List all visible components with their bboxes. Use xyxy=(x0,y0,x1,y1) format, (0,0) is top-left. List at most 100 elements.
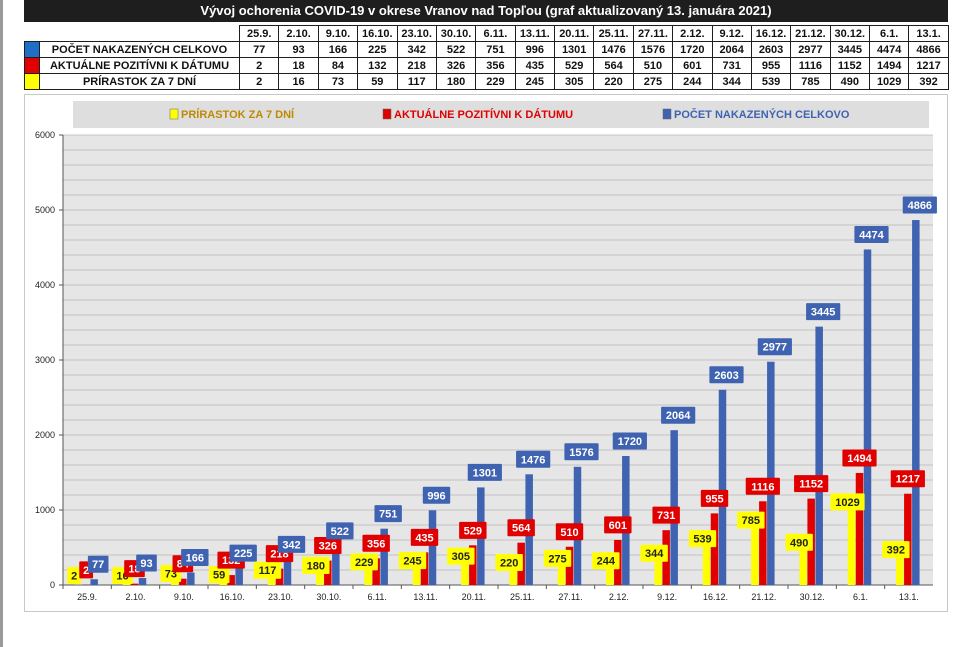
y-tick-label: 0 xyxy=(50,580,55,590)
data-label: 1116 xyxy=(751,481,774,493)
legend-label: POČET NAKAZENÝCH CELKOVO xyxy=(674,108,850,121)
table-cell: 539 xyxy=(750,73,792,90)
table-date-header: 9.12. xyxy=(711,25,752,42)
row-label: AKTUÁLNE POZITÍVNI K DÁTUMU xyxy=(39,57,240,74)
data-label: 1576 xyxy=(569,447,593,459)
data-label: 356 xyxy=(367,538,385,550)
x-tick-label: 16.10. xyxy=(220,592,245,602)
x-tick-label: 2.10. xyxy=(125,592,145,602)
y-tick-label: 6000 xyxy=(35,130,55,140)
table-cell: 4474 xyxy=(868,41,910,58)
bar-total xyxy=(380,528,388,585)
data-label: 117 xyxy=(259,565,277,577)
bar-increment xyxy=(751,526,759,585)
data-label-box xyxy=(495,554,523,571)
bar-active xyxy=(227,575,235,585)
table-cell: 2977 xyxy=(790,41,831,58)
data-label: 1301 xyxy=(473,467,497,479)
data-label-box xyxy=(890,470,925,488)
x-tick-label: 2.12. xyxy=(609,592,629,602)
bar-active xyxy=(710,513,719,585)
data-label: 522 xyxy=(331,526,349,538)
bar-active xyxy=(855,472,864,585)
data-label-box xyxy=(447,547,475,565)
x-tick-label: 9.12. xyxy=(657,592,677,602)
bar-active xyxy=(179,578,187,585)
data-label-box xyxy=(67,567,82,584)
bar-active xyxy=(130,583,139,585)
table-cell: 220 xyxy=(593,73,634,90)
row-label: PRÍRASTOK ZA 7 DNÍ xyxy=(39,73,240,90)
bar-active xyxy=(759,501,767,585)
data-label: 2603 xyxy=(714,370,738,382)
table-cell: 1494 xyxy=(868,57,910,74)
table-cell: 529 xyxy=(553,57,595,74)
data-label-box xyxy=(459,521,487,539)
bar-total xyxy=(235,568,243,585)
bar-active xyxy=(904,493,912,585)
data-label: 510 xyxy=(560,527,578,539)
table-cell: 59 xyxy=(357,73,398,90)
data-label-box xyxy=(854,225,889,243)
data-label: 996 xyxy=(427,490,445,502)
x-tick-label: 6.11. xyxy=(367,592,386,602)
table-date-header: 13.11. xyxy=(514,25,556,42)
bar-increment xyxy=(702,544,711,585)
data-label: 305 xyxy=(452,551,470,563)
data-label-box xyxy=(87,555,109,573)
table-date-header: 25.11. xyxy=(593,25,634,42)
data-label: 539 xyxy=(693,534,711,546)
data-label-box xyxy=(229,544,257,562)
data-label: 1029 xyxy=(835,497,859,509)
table-cell: 490 xyxy=(829,73,871,90)
table-date-header: 30.12. xyxy=(829,25,871,42)
bar-chart: PRÍRASTOK ZA 7 DNÍ AKTUÁLNE POZITÍVNI K D… xyxy=(35,101,937,602)
x-tick-label: 23.10. xyxy=(268,592,293,602)
legend-swatch xyxy=(169,108,179,120)
bar-increment xyxy=(606,566,614,585)
data-label-box xyxy=(467,463,502,481)
table-date-header: 16.12. xyxy=(750,25,792,42)
data-label: 326 xyxy=(319,541,337,553)
window-left-edge xyxy=(0,0,3,647)
table-cell: 344 xyxy=(711,73,752,90)
table-cell: 77 xyxy=(238,41,280,58)
table-cell: 218 xyxy=(396,57,437,74)
bar-total xyxy=(912,220,920,586)
data-label-box xyxy=(604,516,632,534)
bar-increment xyxy=(847,507,856,585)
data-label: 564 xyxy=(512,523,531,535)
data-label: 245 xyxy=(403,556,421,568)
table-cell: 225 xyxy=(357,41,398,58)
table-date-header: 16.10. xyxy=(357,25,398,42)
table-cell: 1217 xyxy=(908,57,949,74)
data-label-box xyxy=(757,338,792,356)
data-label: 275 xyxy=(548,553,566,565)
x-tick-label: 21.12. xyxy=(751,592,776,602)
table-date-header: 13.1. xyxy=(908,25,949,42)
table-cell: 996 xyxy=(514,41,556,58)
table-cell: 229 xyxy=(475,73,516,90)
table-cell: 2064 xyxy=(711,41,752,58)
data-label-box xyxy=(398,552,427,570)
data-label-box xyxy=(652,506,680,524)
bar-increment xyxy=(122,583,131,585)
legend-label: AKTUÁLNE POZITÍVNI K DÁTUMU xyxy=(394,108,573,121)
table-date-header: 27.11. xyxy=(632,25,674,42)
y-tick-label: 2000 xyxy=(35,430,55,440)
table-cell: 392 xyxy=(908,73,949,90)
data-label: 1217 xyxy=(896,474,920,486)
y-tick-label: 3000 xyxy=(35,355,55,365)
table-row: POČET NAKAZENÝCH CELKOVO 77 93 166 225 342 522… xyxy=(24,41,949,58)
data-label-box xyxy=(806,303,841,321)
x-tick-label: 25.11. xyxy=(510,592,534,602)
data-label: 342 xyxy=(282,539,300,551)
series-color-marker xyxy=(24,57,40,74)
data-label: 77 xyxy=(92,559,104,571)
data-label: 1152 xyxy=(799,479,823,491)
data-label-box xyxy=(842,449,877,467)
bar-increment xyxy=(557,564,566,585)
data-label: 244 xyxy=(597,556,616,568)
data-label: 4474 xyxy=(859,229,884,241)
table-cell: 2 xyxy=(238,73,280,90)
